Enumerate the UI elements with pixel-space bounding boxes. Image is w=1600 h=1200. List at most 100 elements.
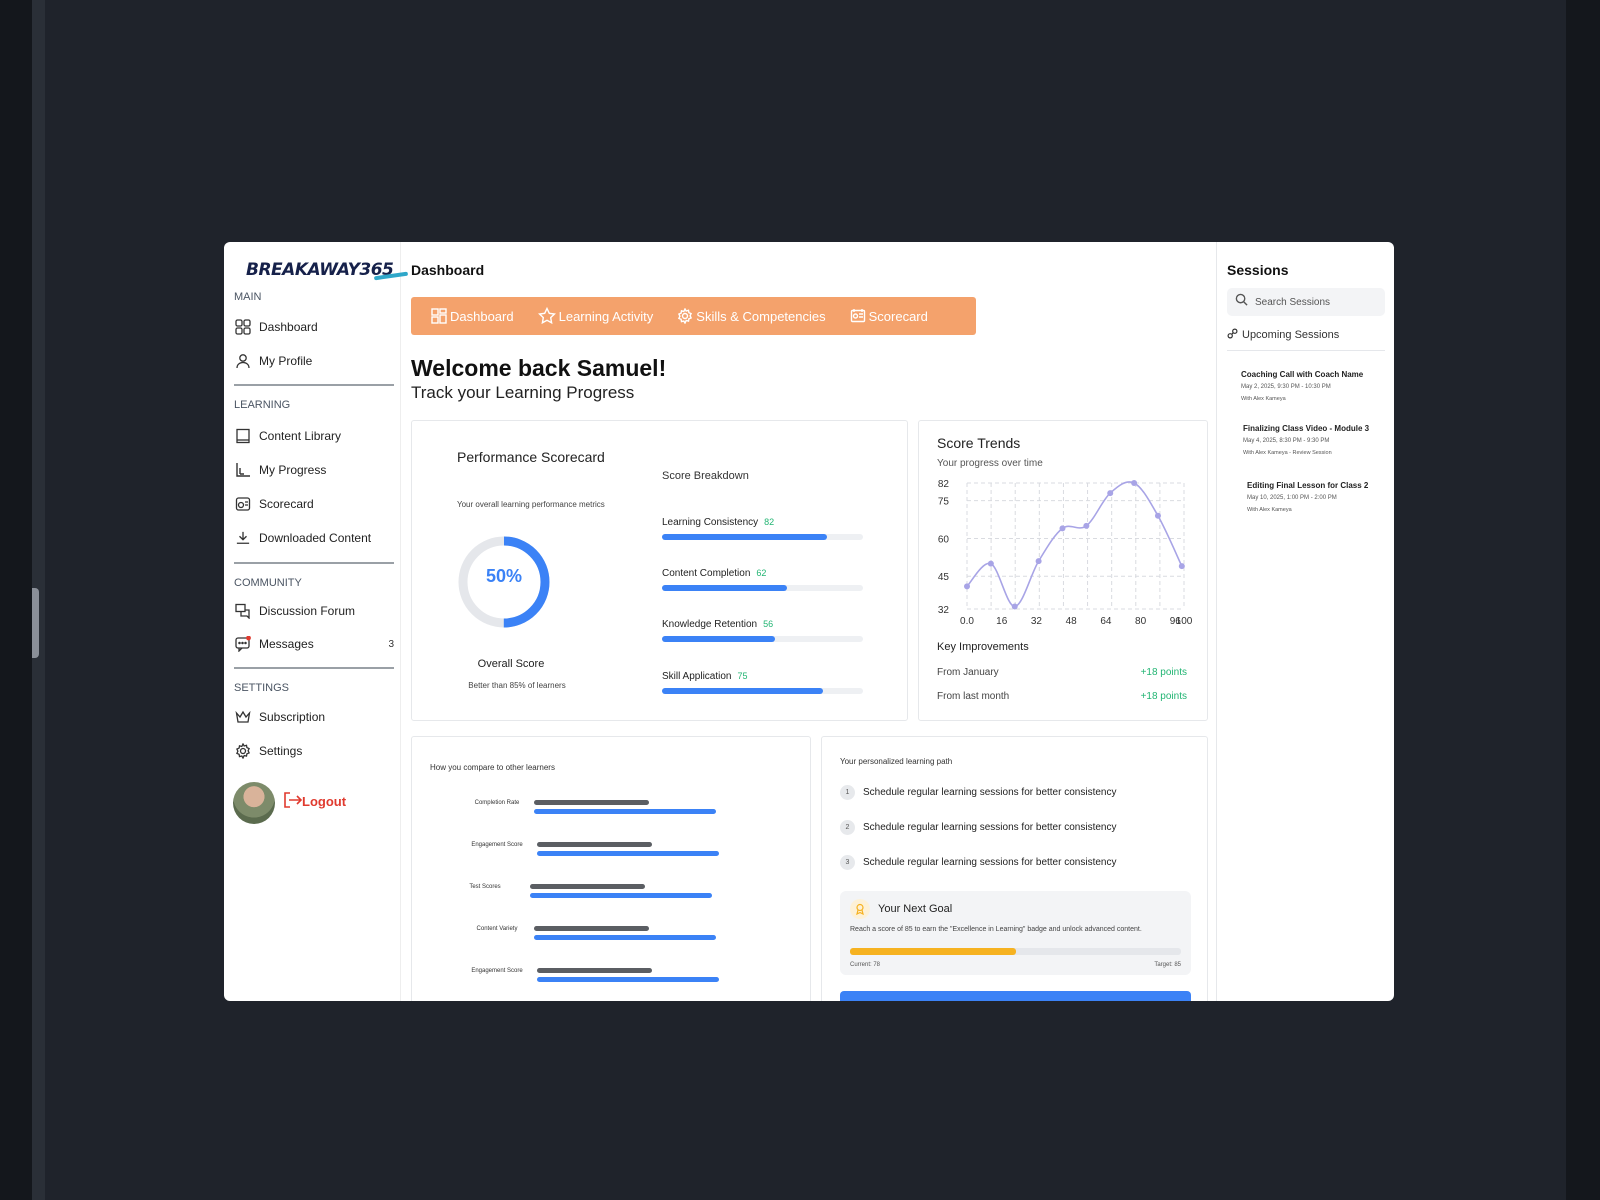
sidebar-item-content-library[interactable]: Content Library [234, 423, 394, 449]
score-trend-point [964, 583, 970, 590]
metric-value: 82 [764, 517, 775, 527]
link-icon [1227, 328, 1238, 342]
session-item[interactable]: Editing Final Lesson for Class 2 May 10, … [1247, 481, 1394, 513]
metric-value: 56 [763, 619, 774, 629]
score-trend-point [1011, 603, 1018, 610]
sidebar-item-my-profile[interactable]: My Profile [234, 348, 394, 374]
sidebar-item-settings[interactable]: Settings [234, 738, 394, 764]
overall-score-label: Overall Score [477, 658, 545, 670]
dashboard-grid-icon [431, 308, 447, 324]
metric-content-completion: Content Completion 62 [662, 563, 863, 591]
comparison-score-bar [534, 935, 716, 940]
x-tick-label: 32 [1031, 616, 1043, 627]
metric-track [662, 534, 863, 540]
avatar[interactable] [233, 782, 275, 824]
key-improvements-title: Key Improvements [937, 641, 1029, 653]
tab-skills-competencies[interactable]: Skills & Competencies [677, 308, 826, 324]
search-input[interactable] [1255, 296, 1375, 308]
user-icon [234, 352, 252, 370]
sessions-divider [1227, 350, 1385, 351]
tab-learning-activity[interactable]: Learning Activity [537, 307, 654, 325]
sidebar-item-label: Settings [259, 744, 303, 758]
session-attendee: With Alex Kameya [1247, 507, 1292, 513]
step-text: Schedule regular learning sessions for b… [863, 857, 1117, 868]
sidebar-item-discussion-forum[interactable]: Discussion Forum [234, 598, 394, 624]
sidebar-item-messages[interactable]: Messages 3 [234, 631, 394, 657]
sidebar-item-scorecard[interactable]: Scorecard [234, 491, 394, 517]
section-title-learning: LEARNING [234, 399, 291, 411]
sidebar-item-label: Discussion Forum [259, 604, 356, 618]
learning-step[interactable]: 1 Schedule regular learning sessions for… [840, 785, 1116, 800]
logo-text: BREAKAWAY [246, 260, 360, 280]
tab-dashboard[interactable]: Dashboard [431, 308, 514, 324]
window-edge-right [1566, 0, 1600, 1200]
performance-title: Performance Scorecard [457, 449, 605, 465]
x-tick-label: 16 [996, 616, 1008, 627]
forum-icon [234, 602, 252, 620]
score-trend-point [1154, 512, 1161, 519]
logout-button[interactable]: Logout [284, 792, 346, 811]
logout-label: Logout [302, 794, 347, 809]
logout-icon [284, 792, 303, 811]
upcoming-sessions-link[interactable]: Upcoming Sessions [1227, 328, 1339, 342]
tab-scorecard[interactable]: Scorecard [850, 308, 928, 324]
tab-bar: Dashboard Learning Activity Skills & Com… [411, 297, 976, 335]
session-item[interactable]: Coaching Call with Coach Name May 2, 2025… [1241, 370, 1391, 402]
step-text: Schedule regular learning sessions for b… [863, 787, 1117, 798]
metric-track [662, 636, 863, 642]
sidebar-divider [234, 562, 394, 564]
metric-track [662, 688, 863, 694]
sidebar-item-label: My Progress [259, 463, 327, 477]
step-text: Schedule regular learning sessions for b… [863, 822, 1117, 833]
next-goal-title: Your Next Goal [878, 903, 953, 915]
crown-icon [234, 708, 252, 726]
sidebar-item-subscription[interactable]: Subscription [234, 704, 394, 730]
metric-value: 62 [756, 568, 767, 578]
y-tick-label: 45 [938, 572, 950, 583]
sidebar-item-label: Subscription [259, 710, 326, 724]
sidebar-item-label: Content Library [259, 429, 342, 443]
learning-path-action-button[interactable] [840, 991, 1191, 1001]
score-trend-point [1059, 525, 1066, 532]
comparison-row: Engagement Score [412, 842, 812, 866]
learning-step[interactable]: 3 Schedule regular learning sessions for… [840, 855, 1116, 870]
score-trend-point [987, 560, 994, 567]
gear-icon [234, 742, 252, 760]
session-title: Finalizing Class Video - Module 3 [1243, 424, 1370, 433]
metric-label: Skill Application [662, 671, 732, 682]
comparison-score-bar [530, 893, 712, 898]
metric-label: Content Completion [662, 568, 751, 579]
comparison-title: How you compare to other learners [430, 763, 555, 772]
scorecard-icon [234, 495, 252, 513]
sidebar-item-downloaded-content[interactable]: Downloaded Content [234, 525, 394, 551]
learning-path-card: Your personalized learning path 1 Schedu… [821, 736, 1208, 1001]
resize-handle[interactable] [32, 588, 39, 658]
metric-knowledge-retention: Knowledge Retention 56 [662, 614, 863, 642]
session-item[interactable]: Finalizing Class Video - Module 3 May 4, … [1243, 424, 1393, 456]
tab-label: Dashboard [450, 308, 514, 324]
your-score-bar [530, 884, 645, 889]
learning-step[interactable]: 2 Schedule regular learning sessions for… [840, 820, 1116, 835]
x-tick-label: 96 [1170, 616, 1182, 627]
metric-skill-application: Skill Application 75 [662, 666, 863, 694]
score-trend-point [1035, 558, 1042, 565]
sidebar: BREAKAWAY365 MAIN Dashboard My Profile L… [224, 242, 409, 1001]
sidebar-item-my-progress[interactable]: My Progress [234, 457, 394, 483]
tab-label: Learning Activity [558, 308, 654, 324]
x-tick-label: 80 [1135, 616, 1147, 627]
sidebar-item-label: Dashboard [259, 320, 318, 334]
your-score-bar [537, 842, 652, 847]
goal-progress-track [850, 948, 1181, 955]
brand-logo[interactable]: BREAKAWAY365 [246, 260, 409, 281]
metric-fill [662, 636, 775, 642]
section-title-settings: SETTINGS [234, 682, 290, 694]
session-attendee: With Alex Kameya [1241, 396, 1286, 402]
session-date: May 10, 2025, 1:00 PM - 2:00 PM [1247, 495, 1337, 501]
your-score-bar [537, 968, 652, 973]
score-trend-point [1131, 480, 1138, 486]
sidebar-item-dashboard[interactable]: Dashboard [234, 314, 394, 340]
learning-path-title: Your personalized learning path [840, 757, 953, 766]
score-trend-point [1107, 490, 1114, 497]
welcome-subtitle: Track your Learning Progress [411, 383, 635, 402]
